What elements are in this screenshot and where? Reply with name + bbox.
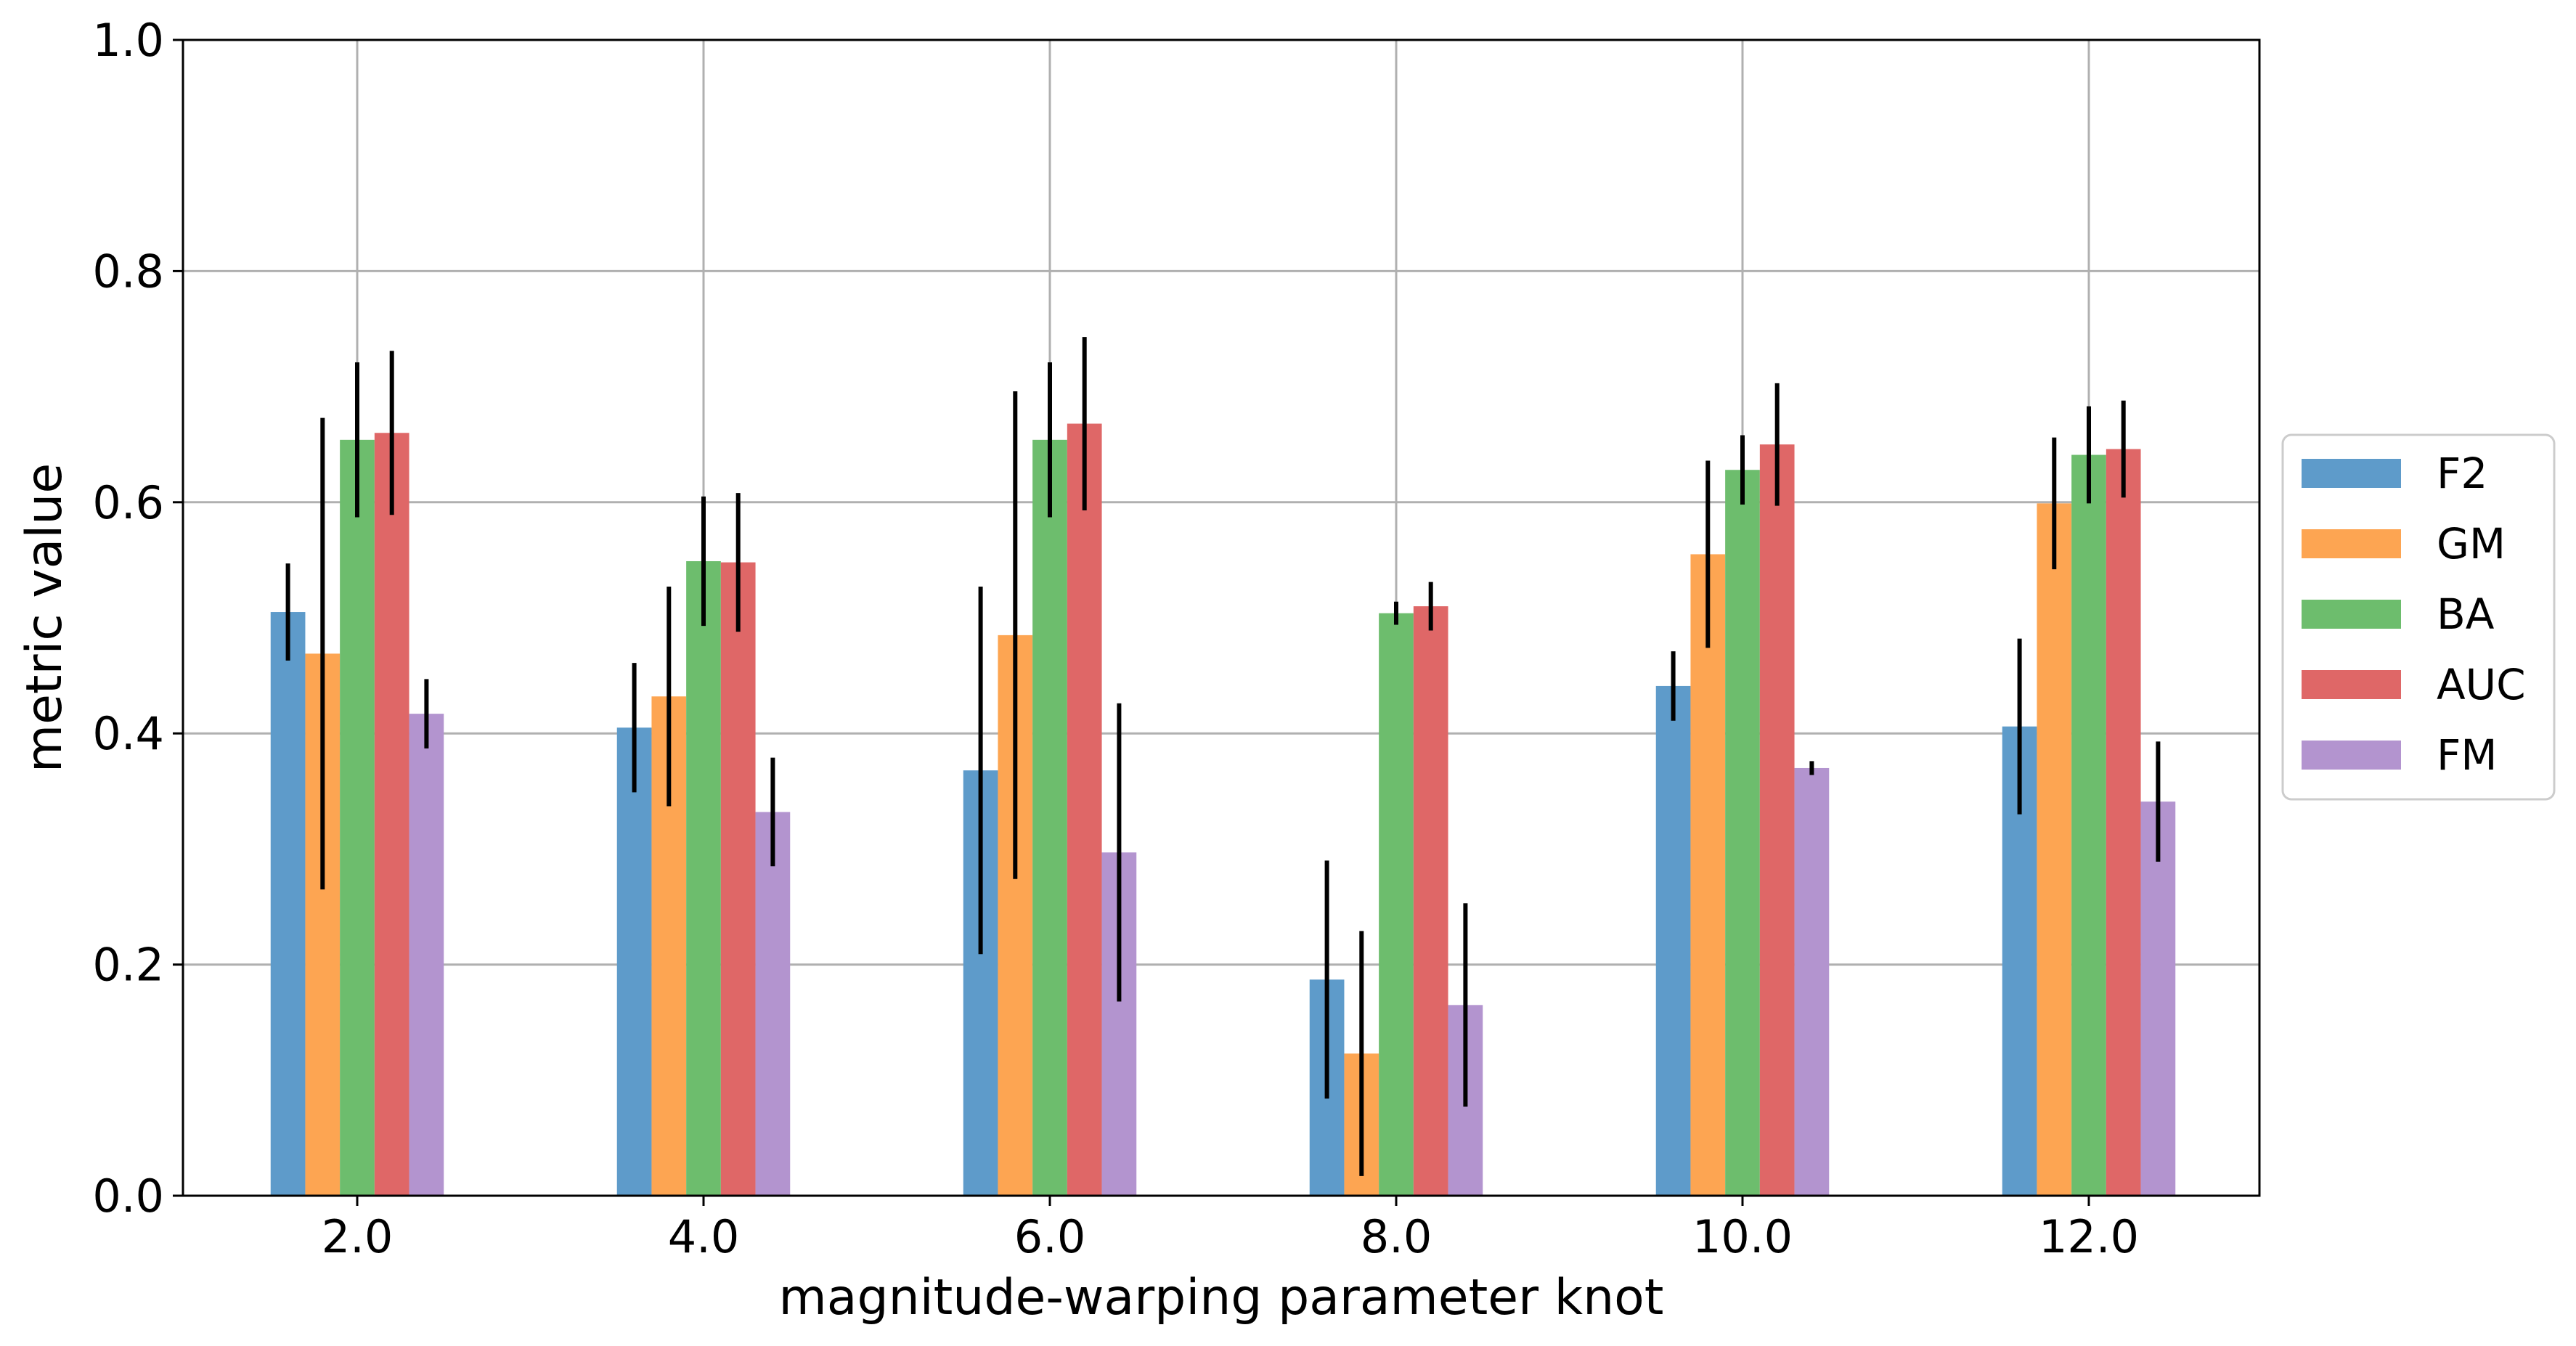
plot-frame bbox=[182, 38, 2261, 1197]
bar-fm-10.0 bbox=[1794, 767, 1830, 1196]
x-tick-label: 8.0 bbox=[1361, 1210, 1432, 1263]
bar-ba-12.0 bbox=[2071, 454, 2106, 1196]
bar-f2-2.0 bbox=[270, 612, 306, 1196]
y-tick-label: 0.0 bbox=[92, 1170, 164, 1223]
bar-ba-10.0 bbox=[1725, 470, 1760, 1196]
bar-ba-6.0 bbox=[1032, 439, 1067, 1196]
legend-label-auc: AUC bbox=[2437, 660, 2526, 709]
grid-layer bbox=[183, 38, 2259, 1197]
legend-swatch-fm bbox=[2302, 741, 2401, 770]
bar-f2-10.0 bbox=[1655, 685, 1691, 1196]
bar-ba-8.0 bbox=[1379, 613, 1414, 1196]
ticks-layer: 0.0 0.2 0.4 0.6 0.8 1.0 2.0 4.0 6.0 8.0 10.0 12.0 bbox=[92, 14, 2139, 1263]
legend-label-fm: FM bbox=[2437, 730, 2497, 780]
legend-label-gm: GM bbox=[2437, 519, 2506, 568]
legend-label-f2: F2 bbox=[2437, 449, 2487, 498]
y-axis-label: metric value bbox=[16, 463, 73, 772]
x-tick-label: 12.0 bbox=[2039, 1210, 2139, 1263]
bar-fm-12.0 bbox=[2140, 802, 2176, 1196]
legend-swatch-f2 bbox=[2302, 459, 2401, 488]
legend-swatch-gm bbox=[2302, 529, 2401, 558]
x-tick-label: 10.0 bbox=[1692, 1210, 1793, 1263]
x-tick-label: 4.0 bbox=[668, 1210, 740, 1263]
y-tick-label: 1.0 bbox=[92, 14, 164, 67]
bar-fm-4.0 bbox=[755, 812, 791, 1196]
y-tick-label: 0.2 bbox=[92, 939, 164, 992]
y-tick-label: 0.4 bbox=[92, 707, 164, 760]
x-tick-label: 6.0 bbox=[1014, 1210, 1086, 1263]
bar-fm-2.0 bbox=[409, 714, 444, 1196]
bar-auc-12.0 bbox=[2106, 449, 2141, 1196]
y-tick-label: 0.6 bbox=[92, 476, 164, 529]
bar-auc-2.0 bbox=[374, 433, 409, 1196]
legend: F2 GM BA AUC FM bbox=[2281, 433, 2556, 801]
x-tick-label: 2.0 bbox=[322, 1210, 394, 1263]
x-axis-label: magnitude-warping parameter knot bbox=[779, 1269, 1664, 1326]
legend-frame bbox=[2281, 433, 2556, 801]
bar-gm-10.0 bbox=[1690, 554, 1726, 1196]
bar-f2-4.0 bbox=[616, 727, 652, 1196]
bar-ba-4.0 bbox=[686, 560, 721, 1196]
bars-layer bbox=[270, 423, 2176, 1196]
bar-auc-4.0 bbox=[720, 562, 756, 1196]
bar-ba-2.0 bbox=[340, 439, 375, 1196]
error-bars-layer bbox=[285, 337, 2161, 1176]
legend-swatch-ba bbox=[2302, 600, 2401, 629]
legend-swatch-auc bbox=[2302, 670, 2401, 699]
y-tick-label: 0.8 bbox=[92, 245, 164, 298]
bar-auc-10.0 bbox=[1759, 444, 1795, 1196]
bar-gm-12.0 bbox=[2037, 503, 2072, 1196]
legend-label-ba: BA bbox=[2437, 590, 2495, 639]
bar-auc-8.0 bbox=[1413, 606, 1448, 1196]
bar-auc-6.0 bbox=[1067, 423, 1102, 1196]
